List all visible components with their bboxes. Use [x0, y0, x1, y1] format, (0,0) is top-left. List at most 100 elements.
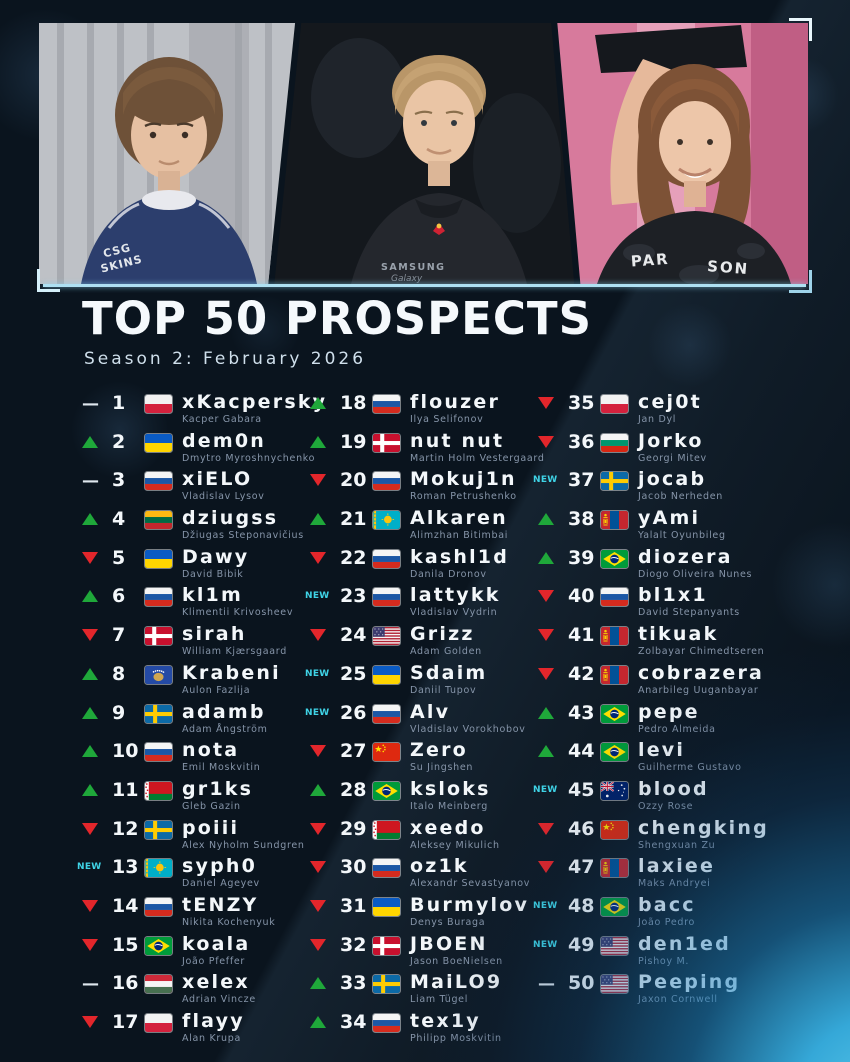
player-nickname: Alv	[410, 700, 451, 723]
rank-entry: 21 Alkaren Alimzhan Bitimbai	[310, 508, 538, 547]
movement-indicator	[538, 392, 568, 409]
no-change-dash-icon: —	[538, 974, 555, 995]
denmark-flag-icon	[145, 627, 172, 646]
svg-text:PAR: PAR	[630, 250, 670, 271]
player-realname: Klimentii Krivosheev	[182, 607, 294, 619]
down-arrow-icon	[538, 629, 554, 642]
player-realname: Jan Dyl	[638, 414, 677, 425]
brazil-flag-icon	[373, 781, 400, 800]
title-block: TOP 50 PROSPECTS Season 2: February 2026	[82, 296, 592, 369]
svg-text:SON: SON	[707, 257, 750, 278]
rank-entry: 6 kl1m Klimentii Krivosheev	[82, 585, 310, 624]
new-badge: NEW	[533, 784, 558, 795]
movement-indicator	[310, 508, 340, 526]
sweden-flag-icon	[145, 704, 172, 723]
player-names: Alkaren Alimzhan Bitimbai	[410, 507, 508, 542]
down-arrow-icon	[310, 822, 326, 835]
movement-indicator	[310, 779, 340, 796]
usa-flag-icon	[601, 936, 628, 955]
player-realname: Nikita Kochenyuk	[182, 916, 276, 928]
rank-entry: 14 tENZY Nikita Kochenyuk	[82, 894, 310, 934]
player-names: dem0n Dmytro Myroshnychenko	[182, 430, 314, 464]
player-nickname: kl1m	[182, 584, 243, 607]
movement-indicator	[538, 740, 568, 758]
rank-entry: 38 yAmi Yalalt Oyunbileg	[538, 508, 820, 547]
rank-number: 36	[568, 430, 595, 453]
mongolia-flag-icon	[601, 511, 628, 530]
player-names: blood Ozzy Rose	[638, 778, 709, 812]
rank-number: 30	[340, 856, 367, 879]
no-change-dash-icon: —	[82, 471, 99, 492]
player-realname: Diogo Oliveira Nunes	[638, 568, 753, 580]
player-names: poiii Alex Nyholm Sundgren	[182, 817, 305, 851]
up-arrow-icon	[310, 1016, 326, 1028]
player-names: Alv Vladislav Vorokhobov	[410, 700, 526, 735]
banner-underline	[43, 284, 806, 287]
up-arrow-icon	[310, 783, 326, 796]
rank-entry: 2 dem0n Dmytro Myroshnychenko	[82, 430, 314, 470]
down-arrow-icon	[310, 551, 326, 564]
player-names: Zero Su Jingshen	[410, 740, 473, 774]
ranking-list: — 1 xKacpersky Kacper Gabara 2 dem0n Dmy…	[77, 391, 820, 1050]
movement-indicator	[538, 431, 568, 448]
rank-entry: 41 tikuak Zolbayar Chimedtseren	[538, 624, 820, 663]
up-arrow-icon	[82, 745, 98, 758]
movement-indicator	[310, 856, 340, 874]
rank-entry: 36 Jorko Georgi Mitev	[538, 430, 820, 470]
belarus-flag-icon	[145, 781, 172, 800]
player-realname: Guilherme Gustavo	[638, 762, 742, 774]
rank-number: 43	[568, 701, 595, 724]
player-names: oz1k Alexandr Sevastyanov	[410, 856, 530, 890]
player-nickname: den1ed	[638, 932, 731, 955]
down-arrow-icon	[82, 1016, 98, 1028]
player-realname: Alex Nyholm Sundgren	[182, 839, 305, 851]
player-realname: Shengxuan Zu	[638, 839, 716, 851]
up-arrow-icon	[82, 513, 98, 526]
denmark-flag-icon	[373, 936, 400, 955]
china-flag-icon	[601, 820, 628, 839]
player-names: pepe Pedro Almeida	[638, 701, 716, 735]
player-nickname: xelex	[182, 971, 250, 994]
player-nickname: xeedo	[410, 816, 486, 839]
movement-indicator	[310, 895, 340, 912]
rank-entry: 42 cobrazera Anarbileg Uuganbayar	[538, 661, 820, 702]
up-arrow-icon	[310, 397, 326, 409]
lithuania-flag-icon	[145, 511, 172, 530]
new-badge: NEW	[533, 900, 558, 911]
rank-entry: — 1 xKacpersky Kacper Gabara	[82, 391, 328, 431]
rank-entry: 27 Zero Su Jingshen	[310, 740, 538, 779]
rank-entry: NEW 26 Alv Vladislav Vorokhobov	[305, 700, 538, 741]
rank-number: 34	[340, 1011, 367, 1033]
denmark-flag-icon	[373, 433, 400, 452]
movement-indicator: NEW	[305, 702, 340, 719]
russia-flag-icon	[145, 743, 172, 762]
player-names: nota Emil Moskvitin	[182, 740, 260, 774]
brazil-flag-icon	[601, 897, 628, 916]
player-names: MaiLO9 Liam Tügel	[410, 972, 502, 1006]
player-nickname: laxiee	[638, 855, 716, 878]
player-nickname: Alkaren	[410, 507, 508, 530]
player-names: den1ed Pishoy M.	[638, 932, 731, 967]
movement-indicator	[82, 1011, 112, 1028]
down-arrow-icon	[538, 667, 554, 680]
rank-entry: 28 ksloks Italo Meinberg	[310, 778, 538, 818]
rank-number: 25	[340, 662, 367, 685]
player-names: dziugss Džiugas Steponavičius	[182, 508, 304, 542]
russia-flag-icon	[373, 859, 400, 878]
player-names: JBOEN Jason BoeNielsen	[410, 933, 503, 967]
ukraine-flag-icon	[373, 897, 400, 916]
poland-flag-icon	[145, 395, 172, 413]
rank-number: 9	[112, 701, 126, 724]
player-names: sirah William Kjærsgaard	[182, 624, 287, 658]
russia-flag-icon	[373, 1014, 400, 1032]
player-nickname: xKacpersky	[182, 391, 328, 413]
rank-number: 47	[568, 856, 595, 879]
player-nickname: cobrazera	[638, 661, 765, 684]
kosovo-flag-icon	[145, 665, 172, 684]
rank-entry: — 3 xiELO Vladislav Lysov	[82, 469, 310, 508]
rank-number: 48	[568, 894, 595, 917]
player-realname: David Stepanyants	[638, 607, 740, 619]
down-arrow-icon	[310, 474, 326, 487]
hungary-flag-icon	[145, 975, 172, 994]
rank-entry: 8 Krabeni Aulon Fazlija	[82, 662, 310, 702]
